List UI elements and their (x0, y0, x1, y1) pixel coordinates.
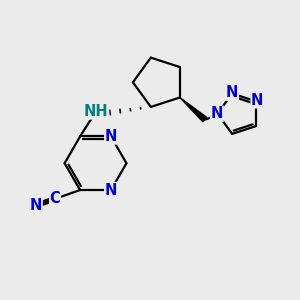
Text: NH: NH (84, 104, 109, 119)
Text: C: C (50, 191, 60, 206)
Text: N: N (251, 93, 263, 108)
Polygon shape (180, 98, 207, 122)
Text: N: N (105, 129, 117, 144)
Text: N: N (211, 106, 223, 121)
Text: N: N (226, 85, 238, 100)
Text: N: N (105, 182, 117, 197)
Text: N: N (30, 198, 42, 213)
